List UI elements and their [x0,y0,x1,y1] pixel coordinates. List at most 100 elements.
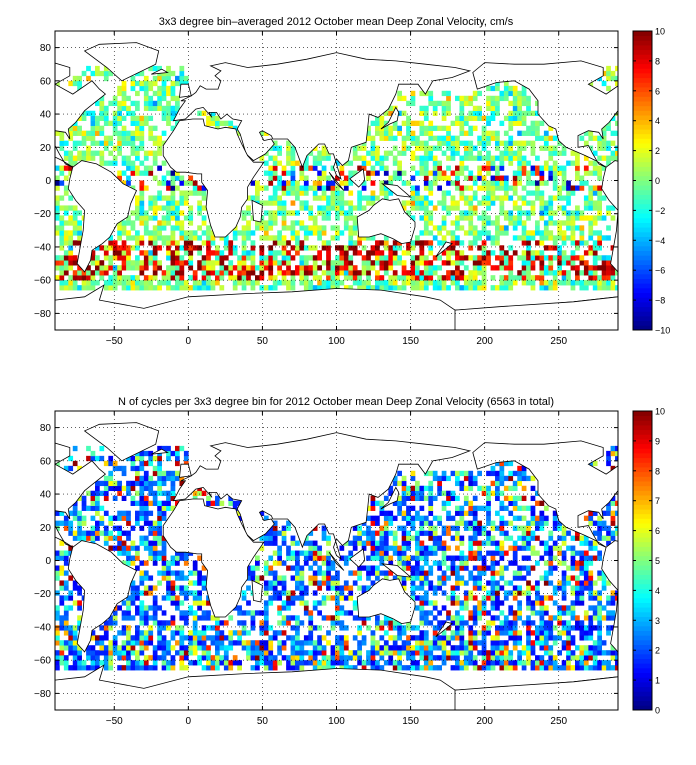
data-cell [348,225,353,230]
data-cell [206,275,211,280]
data-cell [415,190,420,195]
data-cell [322,225,327,230]
data-cell [486,501,491,506]
data-cell [611,536,616,541]
data-cell [606,665,611,670]
colorbar-segment [633,279,652,284]
data-cell [531,111,536,116]
data-cell [331,270,336,275]
data-cell [455,176,460,181]
data-cell [122,106,127,111]
data-cell [539,260,544,265]
data-cell [517,600,522,605]
data-cell [602,536,607,541]
data-cell [331,660,336,665]
data-cell [451,270,456,275]
data-cell [322,185,327,190]
data-cell [522,255,527,260]
data-cell [197,190,202,195]
data-cell [117,280,122,285]
data-cell [446,516,451,521]
data-cell [184,645,189,650]
data-cell [388,280,393,285]
data-cell [273,595,278,600]
data-cell [424,561,429,566]
data-cell [277,531,282,536]
data-cell [575,166,580,171]
data-cell [175,630,180,635]
data-cell [597,141,602,146]
data-cell [531,585,536,590]
data-cell [91,126,96,131]
data-cell [68,220,73,225]
data-cell [259,225,264,230]
data-cell [339,655,344,660]
data-cell [584,565,589,570]
data-cell [277,546,282,551]
data-cell [331,625,336,630]
data-cell [446,650,451,655]
data-cell [91,531,96,536]
data-cell [468,615,473,620]
data-cell [335,645,340,650]
data-cell [406,561,411,566]
data-cell [339,265,344,270]
data-cell [477,260,482,265]
data-cell [175,600,180,605]
data-cell [433,205,438,210]
data-cell [375,531,380,536]
data-cell [557,620,562,625]
data-cell [215,275,220,280]
data-cell [584,260,589,265]
data-cell [64,551,69,556]
data-cell [73,585,78,590]
data-cell [166,76,171,81]
data-cell [108,151,113,156]
data-cell [86,285,91,290]
data-cell [428,121,433,126]
colorbar-tick-label: −2 [655,206,665,216]
data-cell [411,660,416,665]
data-cell [157,506,162,511]
data-cell [282,541,287,546]
data-cell [153,76,158,81]
colorbar-segment [633,293,652,298]
data-cell [491,131,496,136]
data-cell [308,655,313,660]
data-cell [73,655,78,660]
data-cell [139,590,144,595]
data-cell [477,640,482,645]
data-cell [406,655,411,660]
data-cell [362,156,367,161]
data-cell [184,76,189,81]
data-cell [397,561,402,566]
data-cell [131,225,136,230]
data-cell [504,255,509,260]
data-cell [468,230,473,235]
data-cell [326,185,331,190]
data-cell [148,136,153,141]
data-cell [584,280,589,285]
data-cell [593,171,598,176]
data-cell [477,171,482,176]
data-cell [304,245,309,250]
data-cell [548,561,553,566]
data-cell [553,161,558,166]
data-cell [508,630,513,635]
data-cell [366,660,371,665]
data-cell [193,280,198,285]
data-cell [402,280,407,285]
data-cell [482,630,487,635]
data-cell [95,280,100,285]
data-cell [108,655,113,660]
data-cell [499,91,504,96]
data-cell [295,195,300,200]
data-cell [228,630,233,635]
data-cell [144,501,149,506]
data-cell [242,280,247,285]
data-cell [397,551,402,556]
data-cell [566,260,571,265]
data-cell [108,280,113,285]
data-cell [188,255,193,260]
data-cell [273,531,278,536]
